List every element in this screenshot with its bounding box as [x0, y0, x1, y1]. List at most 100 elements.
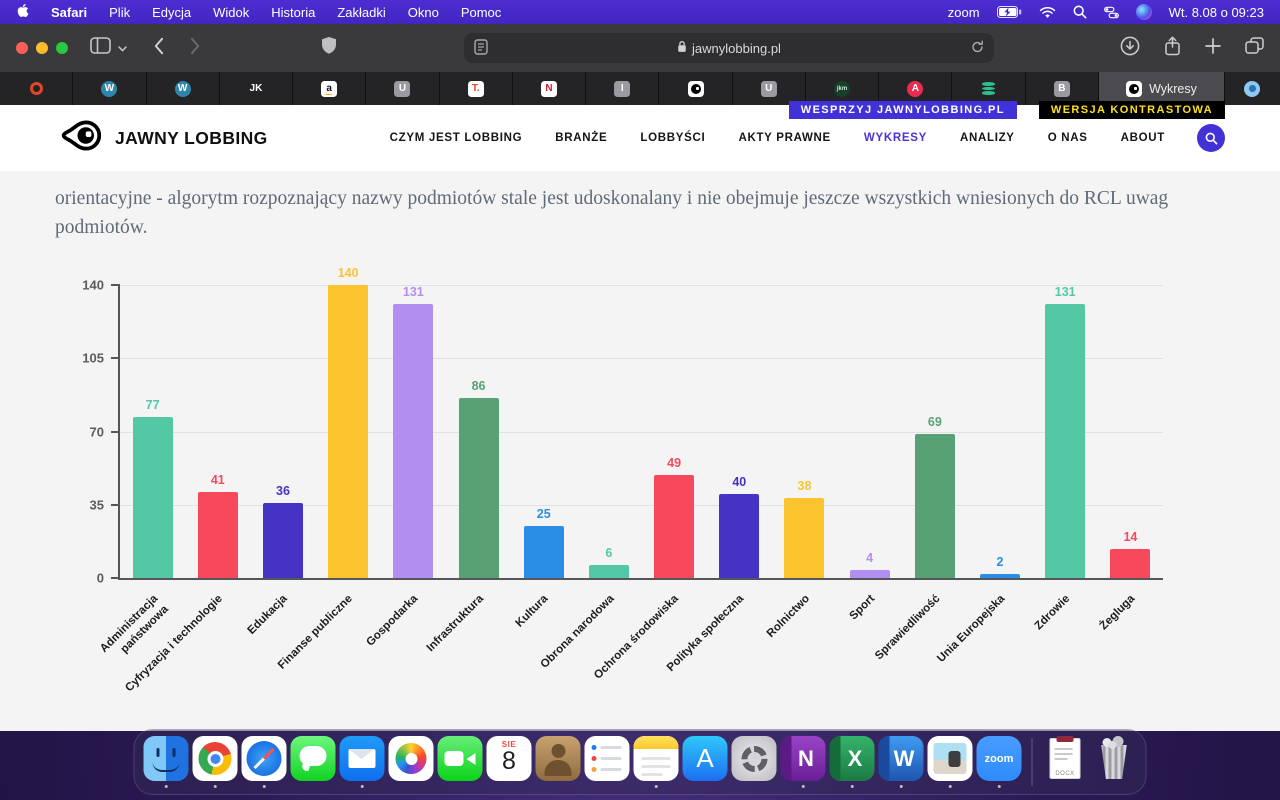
bar-cyfryzacja-i-technologie[interactable]: [197, 492, 238, 578]
tab-active-wykresy[interactable]: Wykresy: [1098, 72, 1225, 105]
search-icon[interactable]: [1073, 5, 1087, 19]
menu-edycja[interactable]: Edycja: [152, 4, 192, 20]
wifi-icon[interactable]: [1039, 6, 1056, 19]
dock-contacts[interactable]: [535, 736, 581, 788]
tab-a[interactable]: A: [879, 72, 953, 105]
tab-i[interactable]: I: [586, 72, 660, 105]
bar-sport[interactable]: [849, 569, 890, 578]
sidebar-chevron-down-icon[interactable]: [118, 39, 127, 57]
tab-u-1[interactable]: U: [366, 72, 440, 105]
bar-value-label: 140: [337, 266, 359, 280]
tab-netflix[interactable]: N: [512, 72, 587, 105]
tab-database[interactable]: [952, 72, 1026, 105]
menu-plik[interactable]: Plik: [109, 4, 131, 20]
download-icon[interactable]: [1120, 36, 1140, 61]
dock-reminders[interactable]: [584, 736, 630, 788]
bar-edukacja[interactable]: [262, 502, 303, 578]
tab-wordpress-1[interactable]: W: [73, 72, 147, 105]
new-tab-icon[interactable]: [1205, 37, 1221, 59]
dock-settings[interactable]: [731, 736, 777, 788]
tab-jawnylobbing[interactable]: [659, 72, 733, 105]
bar-obrona-narodowa[interactable]: [588, 565, 629, 578]
share-icon[interactable]: [1164, 36, 1181, 61]
dock-safari[interactable]: [241, 736, 287, 788]
bar-ochrona-środowiska[interactable]: [654, 475, 695, 578]
bar-unia-europejska[interactable]: [980, 573, 1021, 578]
reader-icon[interactable]: [473, 38, 488, 58]
bar-infrastruktura[interactable]: [458, 398, 499, 578]
nav-item-lobbyści[interactable]: LOBBYŚCI: [640, 132, 706, 144]
bar-zdrowie[interactable]: [1045, 303, 1086, 578]
menu-historia[interactable]: Historia: [271, 4, 316, 20]
dock-notes[interactable]: [633, 736, 679, 788]
back-icon[interactable]: [153, 37, 164, 60]
dock-preview[interactable]: [927, 736, 973, 788]
control-center-icon[interactable]: [1103, 6, 1119, 19]
tab-b[interactable]: B: [1025, 72, 1099, 105]
menu-pomoc[interactable]: Pomoc: [460, 4, 502, 20]
y-axis-tick: [111, 430, 120, 433]
forward-icon[interactable]: [190, 37, 201, 60]
bar-gospodarka[interactable]: [393, 303, 434, 578]
contrast-banner-button[interactable]: WERSJA KONTRASTOWA: [1038, 101, 1225, 119]
reload-icon[interactable]: [971, 39, 984, 57]
nav-item-analizy[interactable]: ANALIZY: [959, 132, 1015, 144]
tab-wordpress-2[interactable]: W: [146, 72, 220, 105]
bar-żegluga[interactable]: [1110, 548, 1151, 578]
shield-icon[interactable]: [321, 36, 337, 60]
tab-drop[interactable]: [1224, 72, 1280, 105]
tab-target[interactable]: [0, 72, 74, 105]
safari-icon: [241, 736, 287, 781]
dock-trash[interactable]: [1092, 736, 1137, 788]
sidebar-icon[interactable]: [90, 37, 111, 59]
site-search-button[interactable]: [1197, 124, 1225, 152]
support-banner-button[interactable]: WESPRZYJ JAWNYLOBBING.PL: [788, 101, 1017, 119]
tab-t[interactable]: T.: [439, 72, 513, 105]
nav-item-o-nas[interactable]: O NAS: [1047, 132, 1088, 144]
menu-okno[interactable]: Okno: [407, 4, 439, 20]
tab-jkm[interactable]: jkm: [805, 72, 880, 105]
bar-polityka-społeczna[interactable]: [719, 494, 760, 578]
menu-bar-clock[interactable]: Wt. 8.08 o 09:23: [1168, 4, 1264, 20]
nav-item-wykresy[interactable]: WYKRESY: [863, 132, 927, 144]
menu-safari[interactable]: Safari: [51, 4, 88, 20]
dock-chrome[interactable]: [192, 736, 238, 788]
tab-amazon[interactable]: a: [293, 72, 367, 105]
dock-mail[interactable]: [339, 736, 385, 788]
dock-photos[interactable]: [388, 736, 434, 788]
bar-rolnictwo[interactable]: [784, 498, 825, 578]
address-bar[interactable]: jawnylobbing.pl: [463, 33, 994, 63]
close-window-button[interactable]: [16, 42, 28, 54]
minimize-window-button[interactable]: [36, 42, 48, 54]
dock-excel[interactable]: X: [829, 736, 875, 788]
dock-calendar[interactable]: SIE 8: [486, 736, 532, 788]
bar-sprawiedliwość[interactable]: [914, 433, 955, 578]
fullscreen-window-button[interactable]: [56, 42, 68, 54]
menu-zakładki[interactable]: Zakładki: [337, 4, 386, 20]
dock-finder[interactable]: [143, 736, 189, 788]
dock-zoom[interactable]: zoom: [976, 736, 1022, 788]
tab-overview-icon[interactable]: [1245, 36, 1264, 60]
dock-app-store[interactable]: A: [682, 736, 728, 788]
nav-item-akty-prawne[interactable]: AKTY PRAWNE: [738, 132, 831, 144]
menu-widok[interactable]: Widok: [213, 4, 250, 20]
dock-onenote[interactable]: N: [780, 736, 826, 788]
dock-document[interactable]: DOCX: [1043, 736, 1088, 788]
battery-icon[interactable]: [996, 6, 1022, 18]
nav-item-branże[interactable]: BRANŻE: [555, 132, 608, 144]
dock-messages[interactable]: [290, 736, 336, 788]
bar-finanse-publiczne[interactable]: [328, 285, 369, 578]
siri-icon[interactable]: [1135, 4, 1152, 20]
bar-kultura[interactable]: [523, 525, 564, 578]
site-logo[interactable]: JAWNY LOBBING: [55, 120, 268, 156]
apple-menu-icon[interactable]: [16, 4, 29, 20]
dock-facetime[interactable]: [437, 736, 483, 788]
zoom-menu-item[interactable]: zoom: [947, 4, 980, 20]
nav-item-about[interactable]: ABOUT: [1120, 132, 1165, 144]
tab-u-2[interactable]: U: [732, 72, 806, 105]
facetime-icon: [437, 736, 483, 781]
tab-jk[interactable]: JK: [219, 72, 294, 105]
dock-word[interactable]: W: [878, 736, 924, 788]
bar-administracja-państwowa[interactable]: [132, 416, 173, 578]
nav-item-czym-jest-lobbing[interactable]: CZYM JEST LOBBING: [389, 132, 523, 144]
